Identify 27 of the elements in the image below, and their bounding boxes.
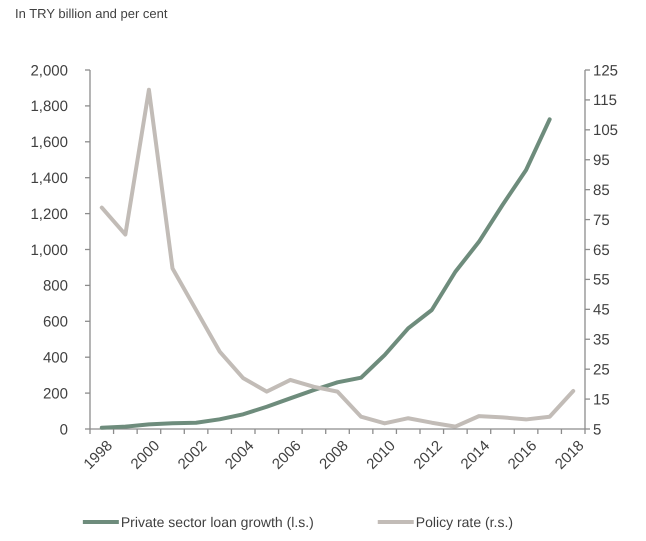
y2-tick-label: 105 — [593, 122, 618, 140]
y2-tick-label: 95 — [593, 152, 610, 169]
y-tick-label: 400 — [42, 349, 68, 366]
y2-tick-label: 35 — [593, 332, 610, 348]
y2-tick-label: 85 — [593, 182, 610, 199]
y-tick-label: 1,800 — [30, 98, 68, 116]
y2-tick-label: 65 — [593, 242, 610, 259]
y-tick-label: 1,400 — [30, 170, 68, 187]
legend-label: Private sector loan growth (l.s.) — [120, 514, 314, 530]
y2-tick-label: 75 — [593, 212, 610, 229]
y-tick-label: 600 — [42, 314, 68, 331]
legend-label: Policy rate (r.s.) — [416, 514, 513, 530]
y2-tick-label: 25 — [593, 361, 610, 378]
y-tick-label: 200 — [42, 385, 68, 402]
y-tick-label: 1,600 — [30, 134, 68, 152]
y2-tick-label: 125 — [593, 62, 618, 80]
y2-tick-label: 5 — [593, 421, 602, 438]
y2-tick-label: 45 — [593, 302, 610, 319]
y-tick-label: 1,200 — [30, 206, 68, 223]
y-tick-label: 1,000 — [30, 242, 68, 259]
y-tick-label: 2,000 — [30, 62, 68, 80]
chart-subtitle: In TRY billion and per cent — [15, 6, 168, 21]
y2-tick-label: 15 — [593, 391, 610, 408]
y2-tick-label: 115 — [593, 92, 617, 110]
y-tick-label: 800 — [42, 278, 68, 295]
y-tick-label: 0 — [60, 421, 68, 438]
y2-tick-label: 55 — [593, 272, 610, 289]
